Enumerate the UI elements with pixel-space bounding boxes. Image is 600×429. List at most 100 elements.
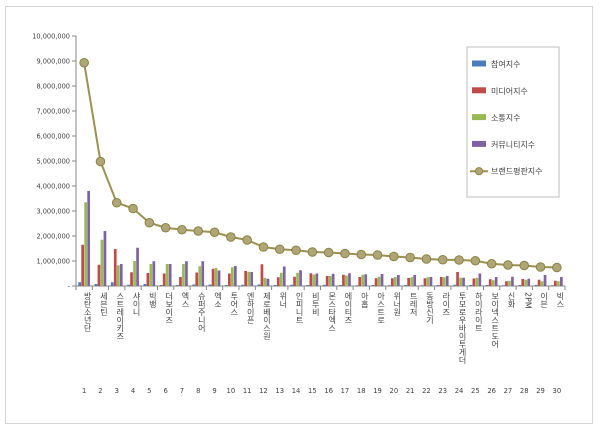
bar-4	[511, 276, 514, 286]
x-rank-label: 23	[438, 387, 447, 395]
bar-4	[462, 277, 465, 286]
bar-4	[250, 272, 253, 286]
bar-3	[328, 276, 332, 286]
bar-4	[185, 261, 188, 286]
bar-3	[426, 277, 430, 286]
y-tick-label: 8,000,000	[36, 83, 70, 91]
y-tick-label: 1,000,000	[36, 258, 70, 266]
x-rank-label: 11	[243, 387, 252, 395]
bar-1	[420, 285, 424, 286]
line-point	[421, 254, 432, 264]
bar-3	[279, 272, 283, 286]
x-category-label: 엑스	[181, 291, 190, 308]
bar-2	[260, 264, 264, 286]
y-tick-label: 4,000,000	[36, 183, 70, 191]
bar-2	[439, 277, 443, 286]
bar-1	[388, 285, 391, 286]
bar-1	[404, 285, 407, 286]
y-tick-label: 2,000,000	[36, 233, 70, 241]
bar-2	[423, 278, 427, 286]
x-rank-label: 25	[471, 387, 480, 395]
bar-3	[394, 277, 397, 286]
x-category-label: 에이티즈	[344, 292, 353, 324]
bar-4	[445, 276, 449, 286]
line-point	[307, 247, 318, 257]
bar-1	[371, 285, 375, 286]
bar-4	[136, 247, 139, 286]
bar-2	[472, 278, 476, 286]
legend-label: 참여지수	[491, 59, 520, 69]
line-point	[274, 244, 285, 255]
x-category-label: 위너원	[393, 292, 402, 316]
bar-3	[133, 261, 136, 286]
x-rank-label: 21	[406, 387, 415, 395]
x-category-label: 몬스타엑스	[327, 292, 336, 332]
bar-3	[312, 274, 316, 286]
bar-1	[257, 284, 261, 286]
bar-3	[182, 264, 185, 286]
bar-2	[113, 249, 117, 286]
x-rank-label: 15	[308, 387, 317, 395]
legend-line-marker	[474, 167, 484, 176]
legend-label: 미디어지수	[491, 86, 528, 96]
legend-swatch	[472, 140, 486, 147]
bar-4	[397, 275, 400, 286]
x-category-label: 제로베이스원	[262, 292, 271, 340]
bar-3	[524, 279, 528, 286]
line-point	[389, 251, 399, 262]
bar-1	[518, 285, 522, 286]
bar-3	[557, 281, 560, 286]
bar-1	[485, 285, 489, 286]
bar-3	[198, 266, 202, 286]
bar-1	[355, 285, 359, 286]
x-rank-label: 18	[357, 387, 366, 395]
bar-1	[273, 285, 277, 286]
x-category-label: 투어스	[230, 292, 239, 316]
line-point	[226, 232, 236, 242]
line-point	[470, 255, 481, 266]
line-point	[258, 242, 269, 252]
bar-2	[521, 279, 525, 286]
bar-4	[299, 270, 302, 286]
bar-4	[380, 274, 384, 286]
line-point	[128, 203, 138, 214]
line-point	[144, 217, 155, 228]
bar-3	[100, 239, 104, 286]
x-category-label: 슈퍼주니어	[197, 292, 206, 333]
x-rank-label: 28	[520, 387, 529, 395]
bar-1	[176, 285, 179, 286]
bar-2	[81, 244, 84, 286]
bar-4	[494, 277, 498, 286]
x-category-label: 빅뱅	[148, 292, 157, 308]
bar-2	[488, 279, 492, 286]
bar-3	[410, 277, 413, 286]
bar-3	[442, 277, 446, 286]
line-point	[193, 226, 204, 236]
x-category-label: 동방신기	[425, 292, 434, 325]
legend-label: 브랜드평판지수	[491, 166, 543, 176]
bar-3	[296, 272, 299, 286]
line-point	[177, 224, 187, 235]
bar-4	[282, 266, 286, 286]
bar-3	[475, 277, 479, 286]
bar-4	[348, 273, 351, 286]
line-point	[323, 247, 334, 258]
bar-2	[391, 278, 394, 286]
bar-3	[508, 280, 511, 286]
bar-4	[168, 264, 172, 286]
x-rank-label: 1	[82, 387, 86, 395]
x-category-label: 더보이즈	[165, 292, 174, 324]
x-rank-label: 19	[373, 387, 382, 395]
bar-4	[266, 278, 270, 286]
line-point	[160, 222, 171, 233]
bar-1	[159, 285, 163, 286]
y-tick-label: -	[68, 283, 71, 291]
line-point	[486, 258, 497, 269]
x-rank-label: 13	[275, 387, 284, 395]
bar-2	[244, 271, 247, 286]
bar-2	[505, 281, 508, 286]
bar-2	[374, 278, 378, 286]
line-point	[519, 260, 530, 271]
bar-4	[331, 273, 335, 286]
